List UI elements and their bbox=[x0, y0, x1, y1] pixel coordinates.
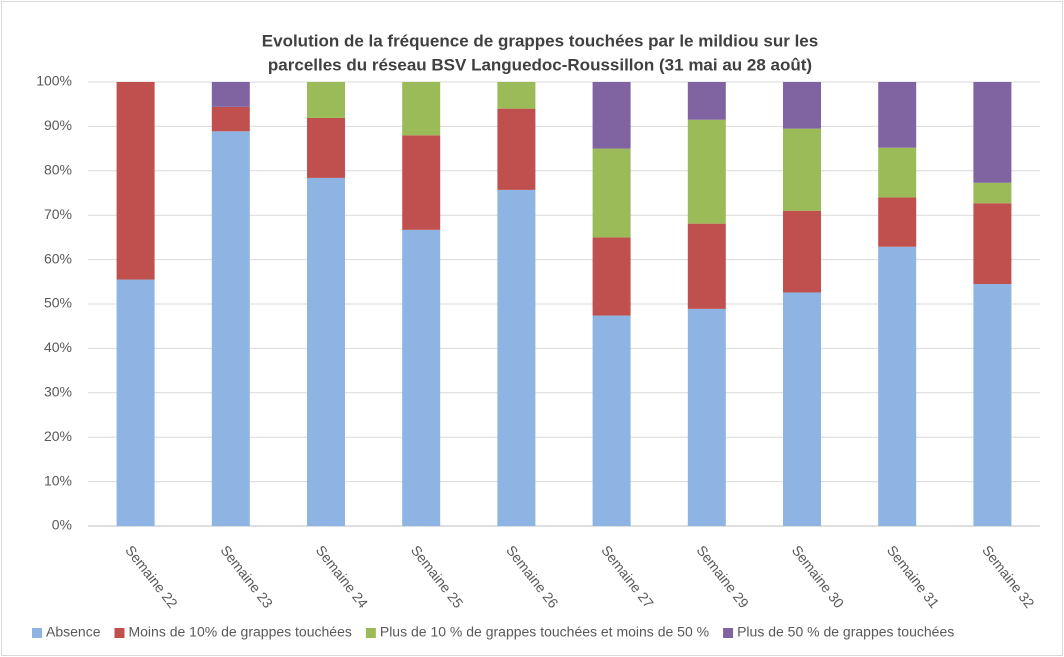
bar-segment bbox=[878, 82, 917, 148]
legend-label: Absence bbox=[46, 624, 101, 640]
y-tick-label: 0% bbox=[52, 517, 72, 533]
bar-segment bbox=[973, 284, 1012, 526]
bar-segment bbox=[592, 237, 631, 316]
legend-swatch bbox=[723, 628, 734, 638]
y-tick-label: 80% bbox=[44, 162, 72, 178]
legend-swatch bbox=[32, 628, 42, 638]
bar-segment bbox=[878, 147, 917, 198]
bar-segment bbox=[592, 315, 631, 526]
legend-swatch bbox=[365, 628, 376, 638]
bar-segment bbox=[592, 82, 631, 149]
bar-segment bbox=[307, 82, 345, 118]
y-tick-label: 10% bbox=[44, 472, 72, 488]
y-tick-label: 40% bbox=[44, 339, 72, 355]
bar-segment bbox=[973, 82, 1012, 183]
bar-segment bbox=[402, 229, 441, 527]
y-tick-label: 60% bbox=[44, 250, 72, 266]
legend-label: Plus de 50 % de grappes touchées bbox=[737, 624, 954, 640]
bar-segment bbox=[783, 82, 821, 129]
legend-label: Plus de 10 % de grappes touchées et moin… bbox=[380, 624, 709, 640]
bar-segment bbox=[687, 308, 726, 526]
bar-segment bbox=[497, 108, 536, 190]
bar-segment bbox=[687, 119, 726, 224]
y-tick-label: 90% bbox=[44, 117, 72, 133]
bar-segment bbox=[211, 131, 250, 526]
bar-segment bbox=[211, 106, 250, 132]
bar-segment bbox=[307, 177, 345, 527]
legend-swatch bbox=[114, 628, 125, 638]
y-tick-label: 100% bbox=[36, 73, 72, 89]
chart-title: Evolution de la fréquence de grappes tou… bbox=[262, 31, 818, 50]
bar-segment bbox=[116, 82, 155, 280]
bar-segment bbox=[687, 223, 726, 309]
bar-segment bbox=[783, 210, 821, 293]
y-tick-label: 70% bbox=[44, 206, 72, 222]
y-tick-label: 50% bbox=[44, 295, 72, 311]
y-tick-label: 20% bbox=[44, 428, 72, 444]
bar-segment bbox=[592, 148, 631, 238]
bar-segment bbox=[783, 292, 821, 526]
bar-segment bbox=[402, 82, 441, 136]
bar-segment bbox=[973, 182, 1012, 204]
bar-segment bbox=[116, 279, 155, 526]
chart-title: parcelles du réseau BSV Languedoc-Roussi… bbox=[268, 55, 812, 74]
bar-segment bbox=[307, 117, 345, 178]
bar-segment bbox=[402, 135, 441, 230]
bar-segment bbox=[783, 128, 821, 211]
bar-segment bbox=[497, 82, 536, 109]
y-tick-label: 30% bbox=[44, 384, 72, 400]
legend-label: Moins de 10% de grappes touchées bbox=[128, 624, 351, 640]
bar-segment bbox=[211, 82, 250, 107]
bar-segment bbox=[497, 189, 536, 526]
bar-segment bbox=[878, 246, 917, 526]
bar-segment bbox=[687, 82, 726, 120]
bar-segment bbox=[878, 197, 917, 247]
bar-segment bbox=[973, 203, 1012, 285]
